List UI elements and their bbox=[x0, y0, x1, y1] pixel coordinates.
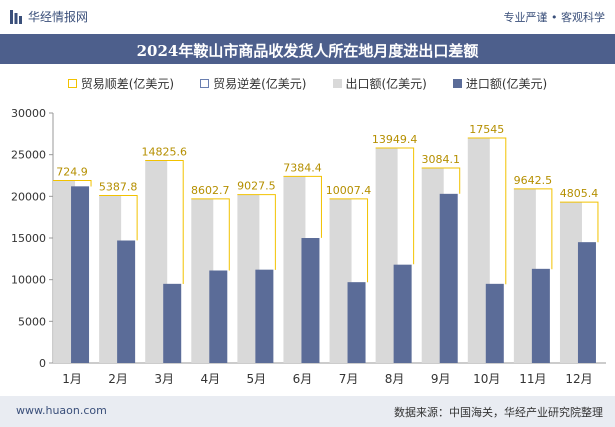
y-tick-label: 25000 bbox=[11, 149, 46, 162]
bar-import bbox=[393, 264, 412, 363]
data-label-surplus: 13949.4 bbox=[372, 133, 418, 146]
bar-export bbox=[283, 176, 306, 363]
y-tick-label: 20000 bbox=[11, 190, 46, 203]
x-tick-label: 12月 bbox=[565, 372, 592, 386]
bar-surplus bbox=[237, 194, 276, 270]
footer-source: 数据来源：中国海关，华经产业研究院整理 bbox=[394, 406, 603, 419]
data-label-surplus: 17545 bbox=[469, 123, 504, 136]
bar-export bbox=[237, 194, 260, 363]
data-label-surplus: 9642.5 bbox=[514, 174, 553, 187]
legend: 贸易顺差(亿美元) 贸易逆差(亿美元) 出口额(亿美元) 进口额(亿美元) bbox=[0, 74, 615, 92]
title-bar: 2024年鞍山市商品收发货人所在地月度进出口差额 bbox=[0, 34, 615, 64]
y-tick-label: 5000 bbox=[18, 315, 46, 328]
footer-website: www.huaon.com bbox=[16, 404, 107, 417]
bar-export bbox=[53, 180, 76, 363]
bar-surplus bbox=[145, 160, 184, 285]
brand-name: 华经情报网 bbox=[28, 10, 89, 24]
bar-surplus bbox=[99, 195, 138, 241]
x-tick-label: 7月 bbox=[339, 372, 359, 386]
bar-export bbox=[99, 195, 122, 363]
footer: www.huaon.com 数据来源：中国海关，华经产业研究院整理 bbox=[0, 396, 615, 427]
bar-surplus bbox=[559, 201, 599, 243]
x-tick-label: 10月 bbox=[473, 372, 500, 386]
bar-surplus bbox=[513, 188, 553, 270]
bar-surplus bbox=[329, 198, 369, 283]
legend-item-surplus: 贸易顺差(亿美元) bbox=[67, 74, 175, 92]
bar-export bbox=[329, 198, 352, 363]
tagline: 专业严谨 • 客观科学 bbox=[503, 11, 605, 24]
bar-surplus bbox=[421, 167, 461, 194]
bar-import bbox=[255, 269, 274, 363]
bar-import bbox=[439, 193, 458, 363]
x-tick-label: 9月 bbox=[431, 372, 451, 386]
y-tick-label: 0 bbox=[39, 357, 46, 370]
y-tick-label: 10000 bbox=[11, 274, 46, 287]
legend-swatch-deficit bbox=[200, 78, 210, 88]
bar-export bbox=[145, 160, 168, 363]
x-tick-label: 8月 bbox=[385, 372, 405, 386]
legend-swatch-export bbox=[332, 78, 342, 88]
x-tick-label: 4月 bbox=[200, 372, 220, 386]
bar-import bbox=[347, 282, 366, 363]
legend-item-deficit: 贸易逆差(亿美元) bbox=[200, 74, 307, 92]
data-label-surplus: 5387.8 bbox=[99, 181, 138, 194]
bar-export bbox=[191, 198, 214, 363]
legend-item-import: 进口额(亿美元) bbox=[452, 74, 548, 92]
bar-export bbox=[513, 188, 536, 363]
x-tick-label: 11月 bbox=[519, 372, 546, 386]
bar-import bbox=[163, 283, 182, 363]
legend-swatch-import bbox=[452, 78, 462, 88]
y-tick-label: 15000 bbox=[11, 232, 46, 245]
bar-surplus bbox=[467, 137, 507, 285]
bar-export bbox=[467, 138, 490, 363]
bar-surplus bbox=[191, 198, 230, 271]
brand-logo-icon bbox=[10, 9, 22, 24]
bar-surplus bbox=[283, 175, 322, 238]
bar-export bbox=[421, 168, 444, 363]
x-tick-label: 5月 bbox=[247, 372, 267, 386]
y-tick-label: 30000 bbox=[11, 107, 46, 120]
data-label-surplus: 7384.4 bbox=[283, 161, 322, 174]
legend-label-deficit: 贸易逆差(亿美元) bbox=[213, 76, 307, 91]
bar-import bbox=[71, 186, 90, 363]
chart-title: 2024年鞍山市商品收发货人所在地月度进出口差额 bbox=[136, 42, 479, 60]
data-label-surplus: 4805.4 bbox=[560, 187, 599, 200]
bar-import bbox=[117, 240, 136, 363]
bar-import bbox=[485, 283, 504, 363]
top-bar: 华经情报网 专业严谨 • 客观科学 bbox=[0, 0, 615, 34]
bar-import bbox=[577, 242, 596, 363]
data-label-surplus: 9027.5 bbox=[237, 180, 276, 193]
x-tick-label: 1月 bbox=[62, 372, 82, 386]
bar-import bbox=[301, 238, 320, 363]
data-label-surplus: 724.9 bbox=[56, 166, 88, 179]
x-tick-label: 6月 bbox=[293, 372, 313, 386]
x-tick-label: 3月 bbox=[154, 372, 174, 386]
bar-surplus bbox=[375, 147, 415, 265]
bar-import bbox=[209, 270, 228, 363]
legend-label-import: 进口额(亿美元) bbox=[465, 76, 548, 91]
bar-export bbox=[375, 148, 398, 363]
x-tick-label: 2月 bbox=[108, 372, 128, 386]
bar-surplus bbox=[53, 180, 92, 187]
legend-swatch-surplus bbox=[67, 78, 77, 88]
legend-label-export: 出口额(亿美元) bbox=[345, 76, 427, 91]
data-label-surplus: 8602.7 bbox=[191, 184, 230, 197]
data-label-surplus: 3084.1 bbox=[421, 153, 460, 166]
bar-export bbox=[559, 202, 582, 363]
data-label-surplus: 10007.4 bbox=[326, 184, 372, 197]
brand: 华经情报网 bbox=[10, 8, 88, 25]
bar-import bbox=[531, 268, 550, 363]
data-label-surplus: 14825.6 bbox=[141, 146, 187, 159]
legend-item-export: 出口额(亿美元) bbox=[332, 74, 427, 92]
legend-label-surplus: 贸易顺差(亿美元) bbox=[80, 76, 175, 91]
